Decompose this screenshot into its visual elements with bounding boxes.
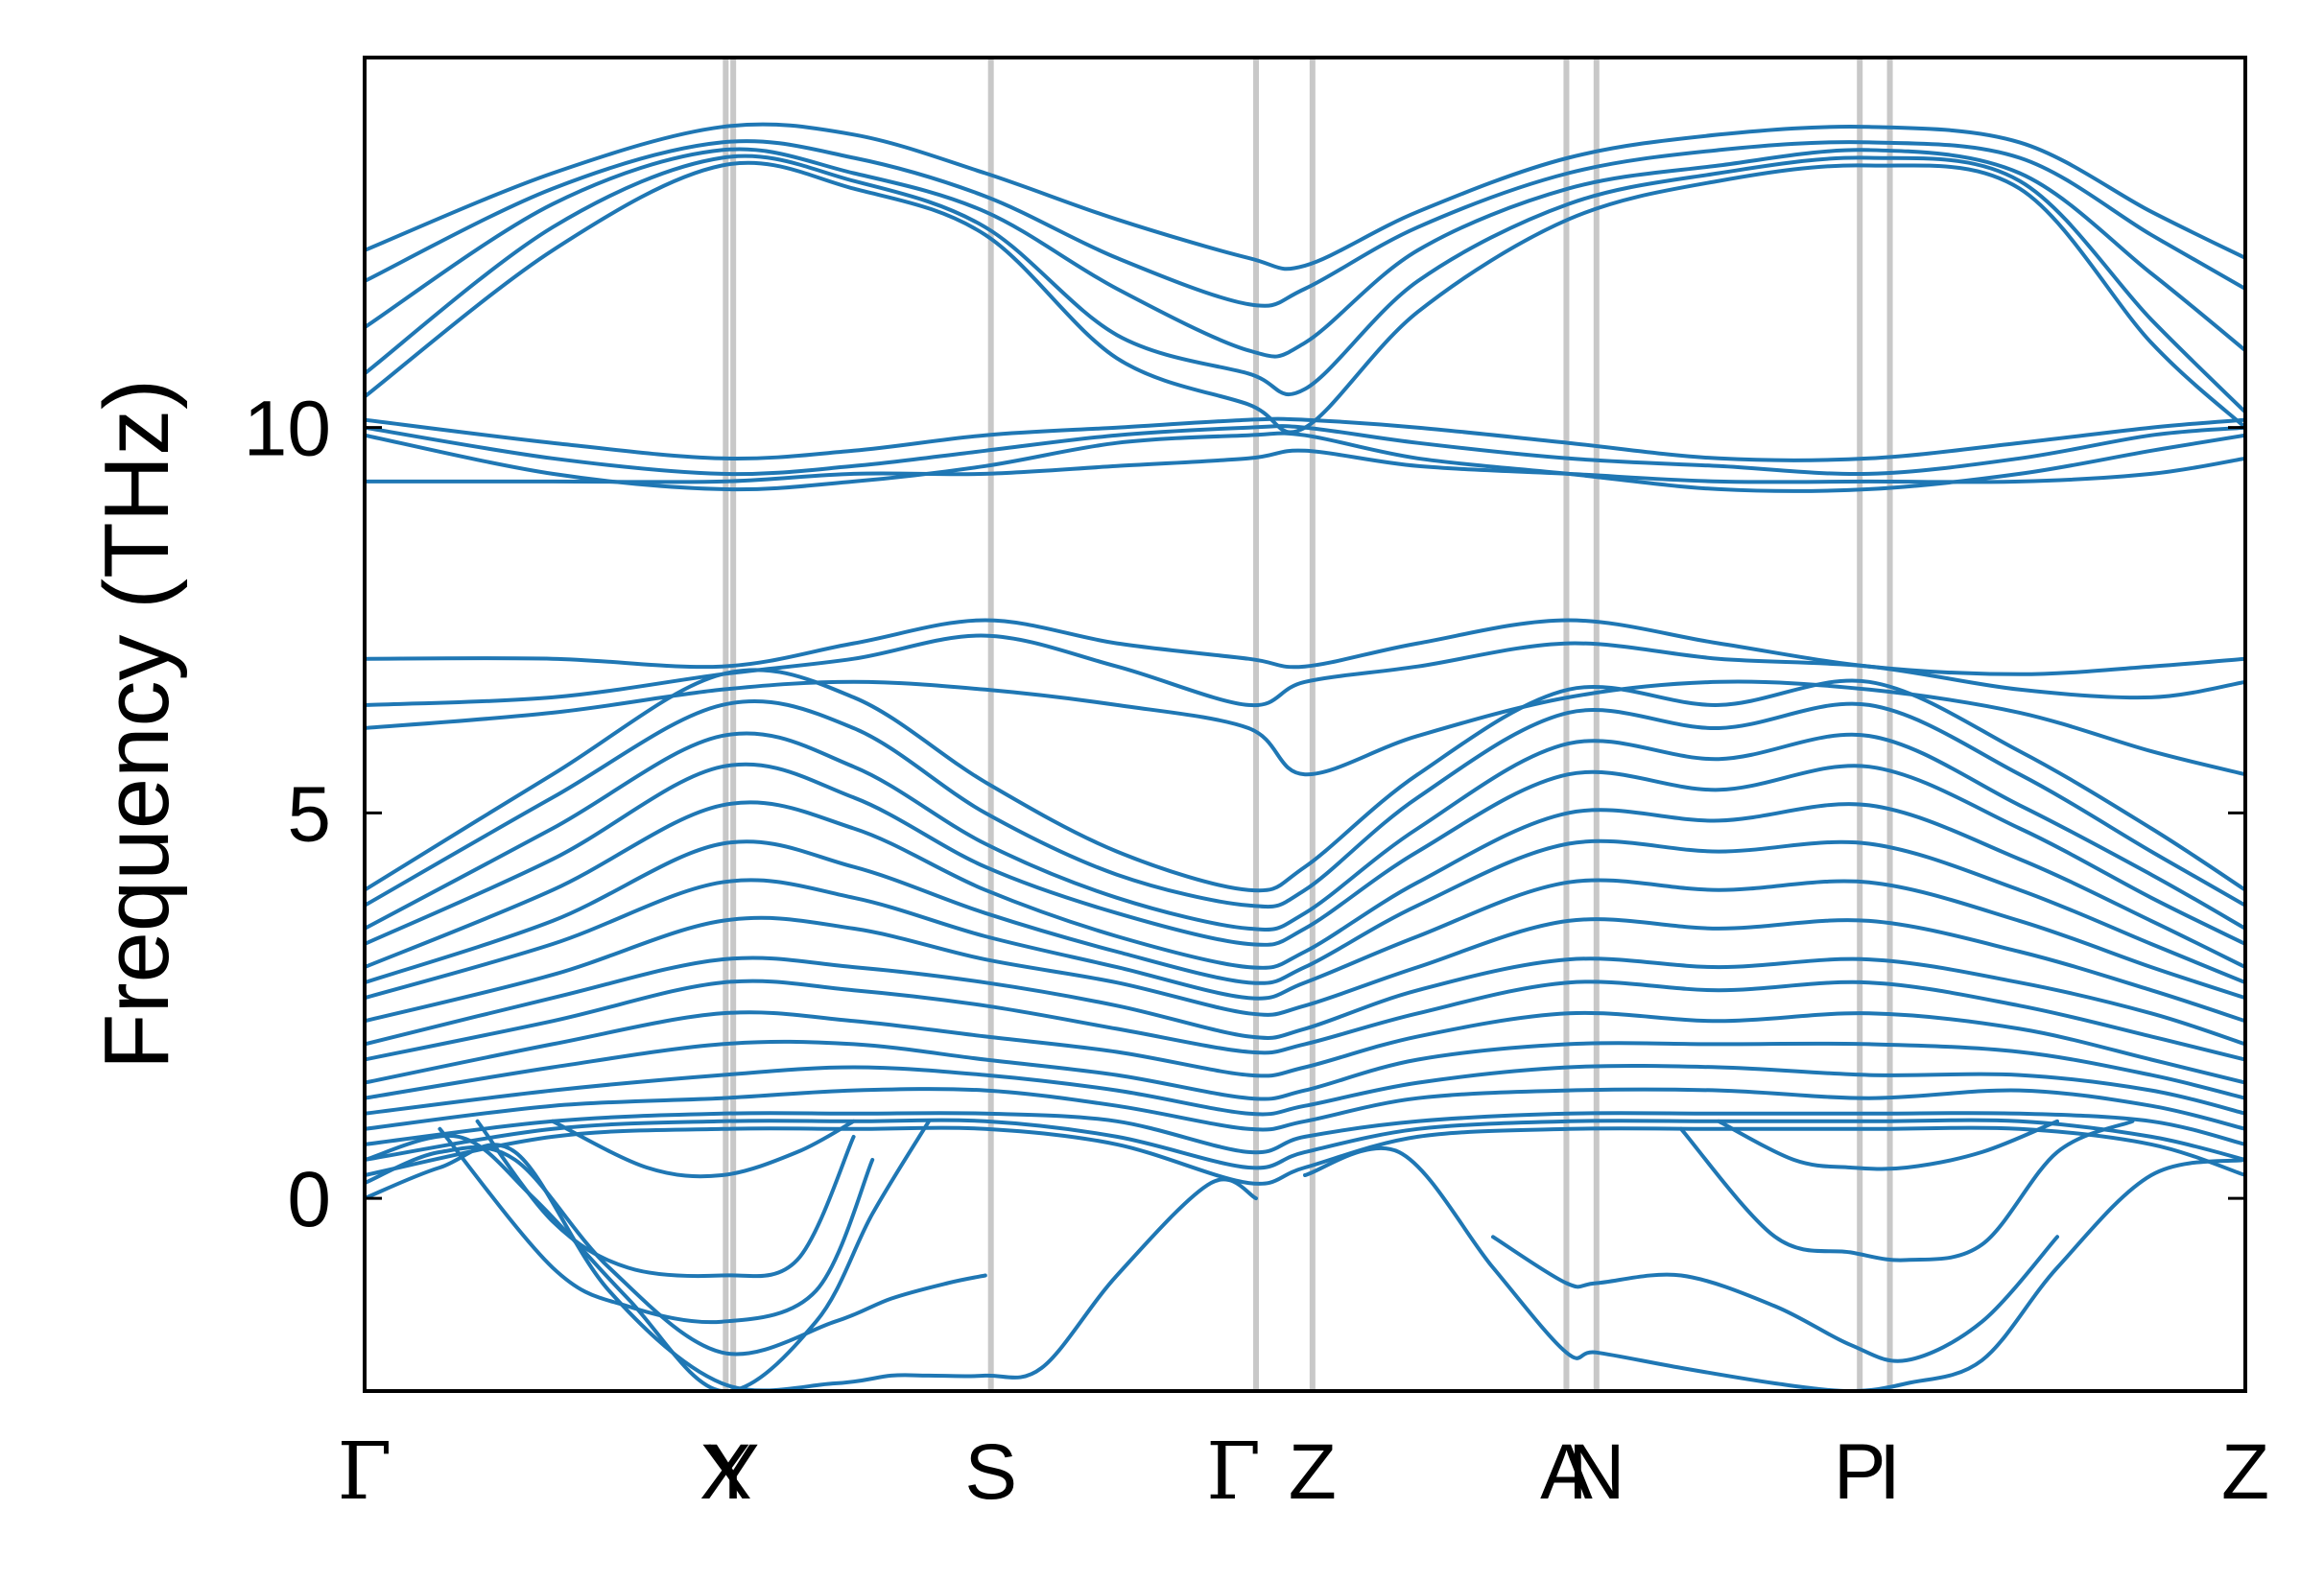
band-line-34 — [551, 1119, 856, 1179]
x-tick-label-9: I — [1879, 1428, 1901, 1516]
band-line-36 — [1491, 1235, 2059, 1363]
band-line-26 — [365, 1111, 2245, 1155]
band-line-3 — [365, 153, 2245, 414]
y-tick-label-1: 5 — [287, 770, 331, 858]
band-line-25 — [365, 1087, 2245, 1132]
high-symmetry-dividers — [723, 58, 1893, 1391]
band-line-18 — [365, 878, 2245, 1001]
band-line-6 — [365, 424, 2245, 477]
band-line-13 — [365, 698, 2245, 909]
band-line-33 — [475, 1119, 856, 1279]
x-tick-label-7: N — [1568, 1428, 1624, 1516]
band-line-32 — [438, 1126, 875, 1325]
band-line-5 — [365, 416, 2245, 462]
band-line-11 — [365, 679, 2245, 777]
band-line-31 — [365, 1119, 931, 1391]
band-lines — [365, 122, 2245, 1391]
band-line-38 — [1717, 1119, 2059, 1171]
y-tick-label-2: 10 — [244, 386, 331, 473]
band-line-37 — [1679, 1119, 2135, 1262]
band-line-19 — [365, 915, 2245, 1024]
x-tick-label-1: X — [700, 1428, 752, 1516]
y-axis-title: Frequency (THz) — [85, 379, 188, 1070]
band-line-12 — [365, 668, 2245, 893]
band-line-16 — [365, 800, 2245, 970]
band-line-14 — [365, 731, 2245, 932]
band-line-23 — [365, 1039, 2245, 1101]
band-line-17 — [365, 838, 2245, 985]
band-line-21 — [365, 979, 2245, 1062]
x-tick-label-3: S — [964, 1428, 1017, 1516]
band-line-2 — [365, 147, 2245, 359]
band-line-20 — [365, 956, 2245, 1047]
x-tick-label-10: Z — [2221, 1428, 2269, 1516]
band-line-0 — [365, 122, 2245, 271]
band-line-30 — [365, 1144, 987, 1357]
band-line-29 — [365, 1143, 1258, 1391]
x-tick-label-5: Z — [1289, 1428, 1337, 1516]
x-tick-label-0: Γ — [338, 1427, 392, 1518]
band-line-1 — [365, 139, 2245, 308]
y-tick-label-0: 0 — [287, 1156, 331, 1243]
x-axis-labels: Γ XY S Γ Z AN PI Z — [338, 1427, 2270, 1518]
x-tick-label-8: P — [1834, 1428, 1886, 1516]
x-tick-label-2: Y — [707, 1428, 760, 1516]
band-line-24 — [365, 1064, 2245, 1117]
band-line-27 — [365, 1118, 2245, 1170]
band-line-8 — [365, 448, 2245, 484]
plot-frame — [363, 56, 2247, 1393]
band-line-35 — [1303, 1145, 2245, 1391]
band-line-9 — [365, 618, 2245, 676]
x-tick-label-4: Γ — [1206, 1427, 1261, 1518]
band-line-22 — [365, 1010, 2245, 1085]
x-tick-label-6: A — [1540, 1428, 1593, 1516]
band-line-15 — [365, 762, 2245, 947]
band-line-28 — [365, 1125, 2245, 1186]
y-axis-ticks: 0 5 10 — [244, 386, 2245, 1243]
